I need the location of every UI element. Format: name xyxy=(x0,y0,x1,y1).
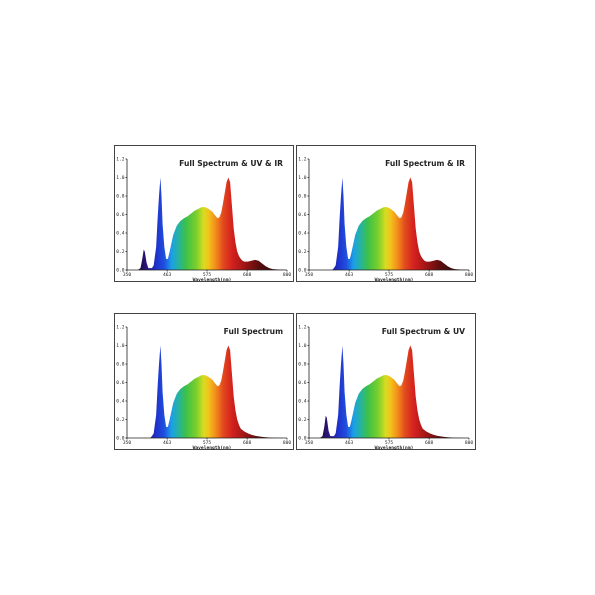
y-tick-label: 0.6 xyxy=(298,212,307,218)
y-tick-label: 1.2 xyxy=(298,157,307,163)
x-tick-label: 350 xyxy=(305,272,314,278)
x-tick-label: 575 xyxy=(385,272,394,278)
y-tick-label: 0.4 xyxy=(116,231,125,237)
x-axis-label: Wavelength(nm) xyxy=(375,445,414,451)
chart-title: Full Spectrum & UV & IR xyxy=(179,159,283,168)
y-tick-label: 0.2 xyxy=(298,417,307,423)
y-tick-label: 0.2 xyxy=(116,417,125,423)
chart-svg: 0.0 0.2 0.4 0.6 0.8 1.0 1.2 350 463 575 688 800 Wave… xyxy=(298,157,474,283)
x-tick-label: 800 xyxy=(283,272,292,278)
y-tick-label: 1.0 xyxy=(116,175,125,181)
y-tick-label: 1.0 xyxy=(298,343,307,349)
y-tick-label: 0.4 xyxy=(298,399,307,405)
chart-title: Full Spectrum & UV xyxy=(382,327,465,336)
x-tick-label: 575 xyxy=(385,440,394,446)
y-tick-label: 0.8 xyxy=(298,194,307,200)
x-axis-label: Wavelength(nm) xyxy=(375,277,414,283)
x-tick-label: 463 xyxy=(345,440,354,446)
x-tick-label: 575 xyxy=(203,272,212,278)
chart-svg: 0.0 0.2 0.4 0.6 0.8 1.0 1.2 350 463 575 688 800 Wave… xyxy=(298,325,474,451)
x-tick-label: 800 xyxy=(465,272,474,278)
chart-title: Full Spectrum & IR xyxy=(385,159,465,168)
y-tick-label: 0.8 xyxy=(298,362,307,368)
x-tick-label: 463 xyxy=(163,272,172,278)
y-tick-label: 0.2 xyxy=(298,249,307,255)
spectrum-chart-uv: 0.0 0.2 0.4 0.6 0.8 1.0 1.2 350 463 575 688 800 Wave… xyxy=(296,313,476,451)
x-tick-label: 350 xyxy=(123,440,132,446)
y-tick-label: 1.2 xyxy=(298,325,307,331)
y-tick-label: 1.2 xyxy=(116,325,125,331)
y-tick-label: 0.4 xyxy=(298,231,307,237)
y-tick-label: 0.0 xyxy=(298,436,307,442)
x-tick-label: 688 xyxy=(243,272,252,278)
spectrum-chart-full: 0.0 0.2 0.4 0.6 0.8 1.0 1.2 350 463 575 688 800 Wave… xyxy=(114,313,294,451)
y-tick-label: 0.6 xyxy=(116,380,125,386)
x-axis-label: Wavelength(nm) xyxy=(193,445,232,451)
chart-title: Full Spectrum xyxy=(224,327,283,336)
spectrum-area xyxy=(137,177,287,270)
x-tick-label: 688 xyxy=(425,272,434,278)
y-tick-label: 0.0 xyxy=(116,436,125,442)
spectrum-area xyxy=(319,345,469,438)
y-tick-label: 0.2 xyxy=(116,249,125,255)
y-tick-label: 1.0 xyxy=(298,175,307,181)
y-tick-label: 1.2 xyxy=(116,157,125,163)
x-tick-label: 800 xyxy=(465,440,474,446)
y-tick-label: 0.0 xyxy=(116,268,125,274)
x-tick-label: 800 xyxy=(283,440,292,446)
spectrum-area xyxy=(150,345,287,438)
x-tick-label: 688 xyxy=(425,440,434,446)
y-tick-label: 1.0 xyxy=(116,343,125,349)
x-tick-label: 688 xyxy=(243,440,252,446)
y-tick-label: 0.6 xyxy=(298,380,307,386)
x-axis-label: Wavelength(nm) xyxy=(193,277,232,283)
chart-svg: 0.0 0.2 0.4 0.6 0.8 1.0 1.2 350 463 575 688 800 Wave… xyxy=(116,325,292,451)
chart-svg: 0.0 0.2 0.4 0.6 0.8 1.0 1.2 350 463 575 688 800 Wave… xyxy=(116,157,292,283)
x-tick-label: 463 xyxy=(163,440,172,446)
x-tick-label: 575 xyxy=(203,440,212,446)
x-tick-label: 350 xyxy=(123,272,132,278)
y-tick-label: 0.8 xyxy=(116,194,125,200)
x-tick-label: 350 xyxy=(305,440,314,446)
y-tick-label: 0.6 xyxy=(116,212,125,218)
y-tick-label: 0.0 xyxy=(298,268,307,274)
spectrum-chart-ir: 0.0 0.2 0.4 0.6 0.8 1.0 1.2 350 463 575 688 800 Wave… xyxy=(296,145,476,283)
spectrum-chart-uv-ir: 0.0 0.2 0.4 0.6 0.8 1.0 1.2 350 463 575 688 800 Wave… xyxy=(114,145,294,283)
x-tick-label: 463 xyxy=(345,272,354,278)
spectrum-area xyxy=(332,177,469,270)
y-tick-label: 0.8 xyxy=(116,362,125,368)
y-tick-label: 0.4 xyxy=(116,399,125,405)
